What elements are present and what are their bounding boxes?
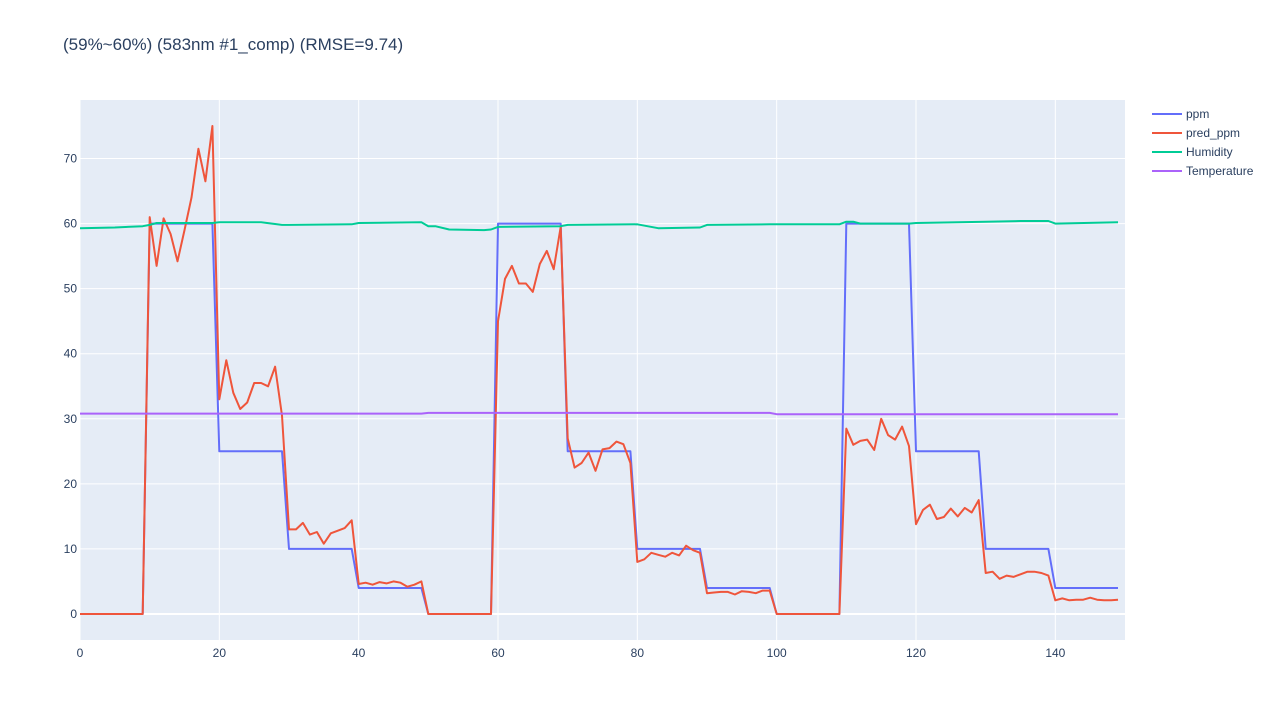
legend-label: Temperature: [1186, 164, 1254, 178]
series-line-ppm: [80, 222, 1118, 615]
series-line-temperature: [80, 411, 1118, 416]
x-tick-label: 60: [491, 646, 505, 660]
axes: 0 20 40 60 80 100 120 140 0 10 20 30 40 50 60 70: [64, 152, 1066, 660]
y-tick-label: 10: [64, 542, 78, 556]
x-tick-label: 100: [767, 646, 787, 660]
legend-item[interactable]: Temperature: [1152, 164, 1254, 178]
legend: ppm pred_ppm Humidity Temperature: [1152, 107, 1254, 178]
y-tick-label: 40: [64, 347, 78, 361]
x-tick-label: 40: [352, 646, 366, 660]
legend-item[interactable]: ppm: [1152, 107, 1209, 121]
y-tick-label: 0: [70, 607, 77, 621]
legend-label: Humidity: [1186, 145, 1233, 159]
x-tick-label: 140: [1045, 646, 1065, 660]
y-tick-label: 60: [64, 217, 78, 231]
y-tick-label: 70: [64, 152, 78, 166]
series-line-humidity: [79, 220, 1119, 232]
legend-label: pred_ppm: [1186, 126, 1240, 140]
legend-label: ppm: [1186, 107, 1209, 121]
legend-item[interactable]: Humidity: [1152, 145, 1233, 159]
series-line-pred-ppm: [80, 125, 1119, 615]
y-tick-label: 50: [64, 282, 78, 296]
x-tick-label: 20: [213, 646, 227, 660]
grid: [79, 100, 1125, 640]
x-tick-label: 120: [906, 646, 926, 660]
plot-area: [80, 100, 1125, 640]
series-layer: [79, 125, 1119, 615]
legend-item[interactable]: pred_ppm: [1152, 126, 1240, 140]
y-tick-label: 30: [64, 412, 78, 426]
x-tick-label: 80: [631, 646, 645, 660]
x-tick-label: 0: [77, 646, 84, 660]
y-tick-label: 20: [64, 477, 78, 491]
chart-title: (59%~60%) (583nm #1_comp) (RMSE=9.74): [63, 35, 403, 54]
